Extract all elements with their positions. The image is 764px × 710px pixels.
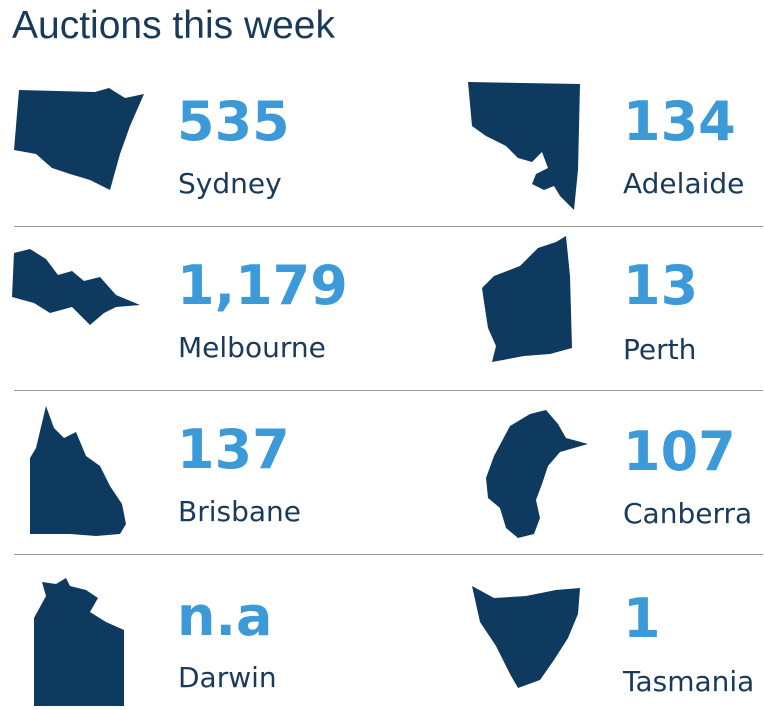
city-count: 535 bbox=[177, 90, 290, 153]
city-name: Darwin bbox=[178, 661, 277, 694]
city-name: Sydney bbox=[178, 167, 282, 200]
city-count: 1 bbox=[623, 587, 661, 650]
city-name: Adelaide bbox=[623, 167, 745, 200]
city-count: n.a bbox=[177, 585, 273, 648]
city-name: Melbourne bbox=[178, 331, 326, 364]
city-count: 134 bbox=[623, 90, 736, 153]
row-divider bbox=[14, 390, 763, 391]
city-count: 107 bbox=[623, 420, 736, 483]
tas-map-icon bbox=[470, 584, 584, 692]
nsw-map-icon bbox=[12, 86, 146, 192]
act-map-icon bbox=[482, 408, 592, 540]
city-name: Perth bbox=[623, 333, 697, 366]
city-name: Canberra bbox=[623, 497, 753, 530]
qld-map-icon bbox=[28, 406, 128, 538]
nt-map-icon bbox=[32, 578, 128, 708]
wa-map-icon bbox=[480, 236, 574, 364]
city-name: Brisbane bbox=[178, 495, 301, 528]
city-count: 13 bbox=[623, 254, 699, 317]
city-name: Tasmania bbox=[623, 665, 755, 698]
row-divider bbox=[14, 226, 763, 227]
city-count: 1,179 bbox=[177, 254, 348, 317]
sa-map-icon bbox=[466, 80, 582, 212]
page-title: Auctions this week bbox=[12, 4, 335, 47]
row-divider bbox=[14, 554, 763, 555]
city-count: 137 bbox=[177, 418, 290, 481]
vic-map-icon bbox=[10, 249, 142, 327]
